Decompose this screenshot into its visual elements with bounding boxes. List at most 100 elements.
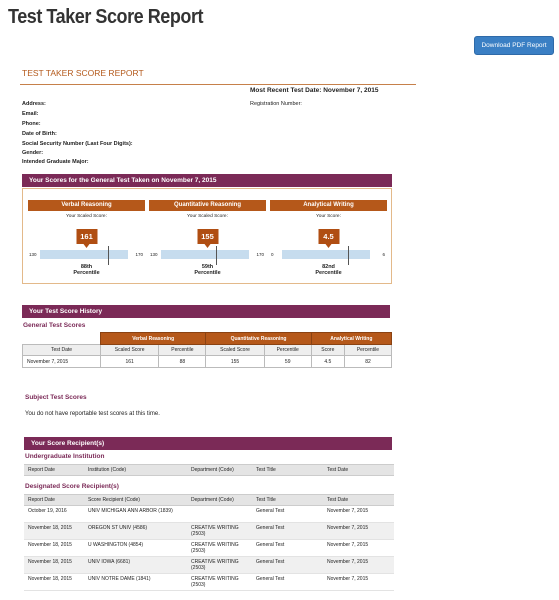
writing-scale-max: 6 [382,252,385,257]
cell: CREATIVE WRITING (2503) [187,522,252,540]
download-pdf-button[interactable]: Download PDF Report [474,36,554,55]
col-report-date: Report Date [24,494,84,506]
table-row: November 18, 2015 U WASHINGTON (4854) CR… [24,539,394,557]
cell: UNIV NOTRE DAME (1841) [84,573,187,591]
quant-score-value: 155 [197,229,218,248]
email-label: Email: [22,111,39,117]
cell: CREATIVE WRITING (2503) [187,573,252,591]
verbal-percentile-label: Percentile [73,270,100,276]
col-department: Department (Code) [187,494,252,506]
blank-header-cell [22,332,101,345]
cell: 4.5 [310,355,345,368]
cell: November 7, 2015 [323,539,394,557]
header-divider [20,84,416,85]
quant-score-label: Your Scaled Score: [187,214,228,219]
scores-section-header: Your Scores for the General Test Taken o… [22,174,392,187]
writing-scale-min: 0 [271,252,274,257]
cell: November 7, 2015 [22,355,101,368]
scores-box [22,188,392,284]
verbal-scale-min: 130 [29,252,37,257]
cell: October 19, 2016 [24,505,84,523]
col-verbal-percentile: Percentile [158,344,207,356]
quant-group-header: Quantitative Reasoning [205,332,312,345]
score-history-table: Verbal Reasoning Quantitative Reasoning … [22,332,393,368]
undergrad-table: Report Date Institution (Code) Departmen… [24,464,394,476]
writing-score-scale [282,250,370,259]
cell: OREGON ST UNIV (4586) [84,522,187,540]
cell: November 18, 2015 [24,573,84,591]
general-scores-title: General Test Scores [23,322,86,329]
quant-scale-min: 130 [150,252,158,257]
cell: General Test [252,522,323,540]
verbal-score-marker [108,246,110,265]
cell: November 7, 2015 [323,505,394,523]
col-quant-percentile: Percentile [263,344,312,356]
report-header: TEST TAKER SCORE REPORT [22,68,144,78]
writing-group-header: Analytical Writing [310,332,393,345]
cell: 82 [343,355,393,368]
cell: General Test [252,539,323,557]
cell: 88 [158,355,207,368]
col-verbal-scaled: Scaled Score [99,344,160,356]
cell: November 7, 2015 [323,573,394,591]
quant-percentile-label: Percentile [194,270,221,276]
recent-test-date: Most Recent Test Date: November 7, 2015 [250,87,379,94]
verbal-score-scale [40,250,128,259]
cell: 59 [263,355,312,368]
undergrad-title: Undergraduate Institution [25,453,105,460]
table-row: November 18, 2015 OREGON ST UNIV (4586) … [24,522,394,540]
quant-score-panel: Quantitative Reasoning Your Scaled Score… [149,200,266,280]
col-score-recipient: Score Recipient (Code) [84,494,187,506]
writing-score-value: 4.5 [318,229,339,248]
cell: CREATIVE WRITING (2503) [187,556,252,574]
cell: November 7, 2015 [323,522,394,540]
history-section-header: Your Test Score History [22,305,390,318]
cell: 155 [205,355,265,368]
writing-panel-title: Analytical Writing [270,200,387,211]
col-test-date: Test Date [323,494,394,506]
cell: CREATIVE WRITING (2503) [187,539,252,557]
table-row: October 19, 2016 UNIV MICHIGAN ANN ARBOR… [24,505,394,523]
col-department: Department (Code) [187,464,252,476]
verbal-score-value: 161 [76,229,97,248]
writing-score-panel: Analytical Writing Your Score: 4.5 0 6 8… [270,200,387,280]
quant-panel-title: Quantitative Reasoning [149,200,266,211]
dob-label: Date of Birth: [22,131,57,137]
cell: November 18, 2015 [24,522,84,540]
quant-percentile: 59th [201,264,214,270]
address-label: Address: [22,101,46,107]
writing-percentile: 82nd [322,264,335,270]
verbal-percentile: 88th [80,264,93,270]
ssn-label: Social Security Number (Last Four Digits… [22,141,133,147]
table-row: November 7, 2015 161 88 155 59 4.5 82 [22,355,393,368]
gender-label: Gender: [22,150,44,156]
cell: General Test [252,573,323,591]
cell: UNIV MICHIGAN ANN ARBOR (1839) [84,505,187,523]
cell: 161 [99,355,160,368]
cell: U WASHINGTON (4854) [84,539,187,557]
writing-percentile-label: Percentile [315,270,342,276]
quant-score-scale [161,250,249,259]
cell: November 18, 2015 [24,556,84,574]
col-institution: Institution (Code) [84,464,187,476]
table-row: November 18, 2015 UNIV NOTRE DAME (1841)… [24,573,394,591]
cell: November 7, 2015 [323,556,394,574]
writing-score-label: Your Score: [316,214,341,219]
col-test-title: Test Title [252,464,323,476]
registration-label: Registration Number: [250,101,302,107]
col-test-title: Test Title [252,494,323,506]
quant-scale-max: 170 [256,252,264,257]
cell: General Test [252,556,323,574]
designated-title: Designated Score Recipient(s) [25,483,119,490]
cell: General Test [252,505,323,523]
recipients-section-header: Your Score Recipient(s) [24,437,392,450]
col-test-date: Test Date [323,464,394,476]
col-writing-percentile: Percentile [343,344,393,356]
page-title: Test Taker Score Report [8,6,204,28]
col-writing-score: Score [310,344,345,356]
col-report-date: Report Date [24,464,84,476]
verbal-panel-title: Verbal Reasoning [28,200,145,211]
verbal-group-header: Verbal Reasoning [99,332,207,345]
designated-table: Report Date Score Recipient (Code) Depar… [24,494,394,591]
col-quant-scaled: Scaled Score [205,344,265,356]
